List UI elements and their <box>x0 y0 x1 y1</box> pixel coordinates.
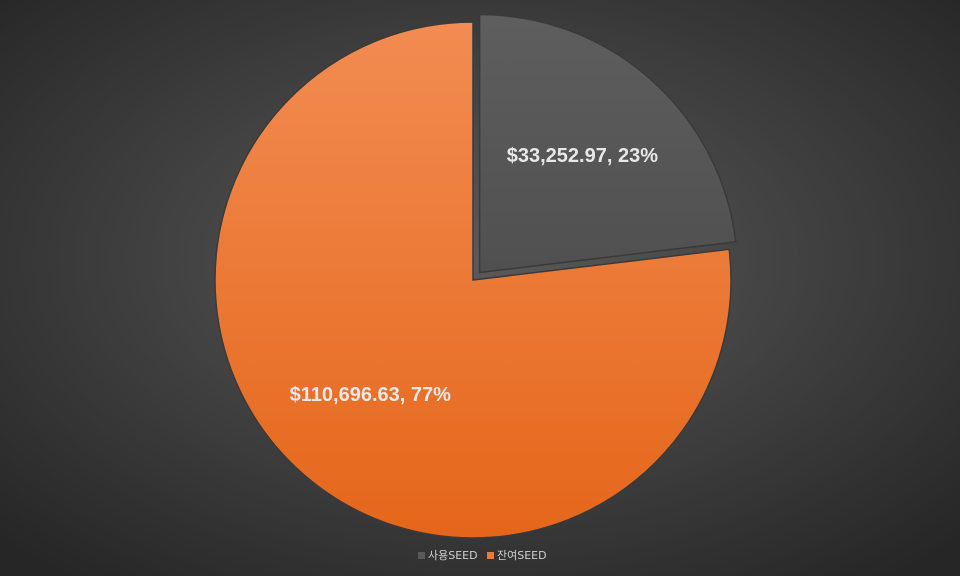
legend-swatch <box>487 552 494 559</box>
legend-label: 사용SEED <box>428 549 478 562</box>
legend-swatch <box>418 552 425 559</box>
data-label: $110,696.63, 77% <box>290 384 451 406</box>
pie-slice <box>478 13 737 274</box>
pie-slice <box>214 21 732 539</box>
legend-label: 잔여SEED <box>497 549 547 562</box>
data-label: $33,252.97, 23% <box>507 145 658 167</box>
